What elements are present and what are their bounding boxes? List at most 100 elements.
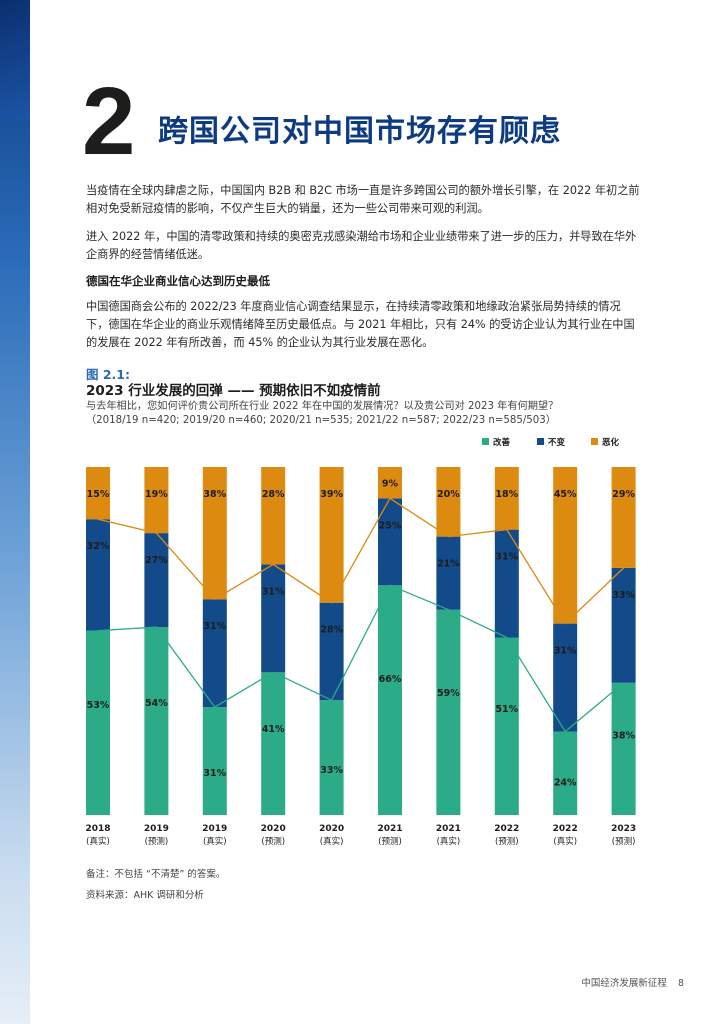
figure-subtitle: 与去年相比，您如何评价贵公司所在行业 2022 年在中国的发展情况？以及贵公司对… xyxy=(86,401,559,412)
tick-year-2: 2019 xyxy=(202,824,227,834)
tick-year-3: 2020 xyxy=(261,824,286,834)
tick-type-7: (预测) xyxy=(495,836,519,847)
tick-type-8: (真实) xyxy=(553,836,577,847)
tick-type-3: (预测) xyxy=(261,836,285,847)
data-label-1-6: 21% xyxy=(437,559,460,570)
data-label-2-3: 28% xyxy=(262,489,285,500)
tick-type-5: (预测) xyxy=(378,836,402,847)
bar-2-4 xyxy=(319,467,344,603)
paragraph-1: 当疫情在全球内肆虐之际，中国国内 B2B 和 B2C 市场一直是许多跨国公司的额… xyxy=(86,184,640,215)
bar-2-3 xyxy=(261,467,286,565)
chart-remark: 备注：不包括 “不清楚” 的答案。 xyxy=(86,869,226,880)
data-label-2-1: 19% xyxy=(145,489,168,500)
legend-label-0: 改善 xyxy=(493,437,511,448)
data-label-2-6: 20% xyxy=(437,489,460,500)
legend-label-2: 恶化 xyxy=(602,437,620,448)
legend-swatch-1 xyxy=(537,438,544,445)
legend-swatch-0 xyxy=(482,438,489,445)
data-label-2-5: 9% xyxy=(382,479,399,490)
data-label-1-3: 31% xyxy=(262,586,285,597)
bar-2-1 xyxy=(144,467,169,534)
bar-1-2 xyxy=(202,599,227,708)
bar-2-6 xyxy=(436,467,461,537)
data-label-1-9: 33% xyxy=(612,590,635,601)
bar-0-0 xyxy=(86,630,110,815)
bar-2-0 xyxy=(86,467,110,520)
legend-swatch-2 xyxy=(591,438,598,445)
side-decoration-top xyxy=(0,0,30,120)
bar-2-8 xyxy=(553,467,578,624)
bar-1-6 xyxy=(436,536,461,610)
page-footer: 中国经济发展新征程 8 xyxy=(581,975,684,989)
data-label-0-7: 51% xyxy=(495,704,518,715)
bar-1-3 xyxy=(261,564,286,673)
tick-type-6: (真实) xyxy=(437,836,461,847)
data-label-1-1: 27% xyxy=(145,555,168,566)
section-subheading: 德国在华企业商业信心达到历史最低 xyxy=(86,274,270,288)
data-label-0-5: 66% xyxy=(379,674,402,685)
data-label-1-4: 28% xyxy=(320,625,343,636)
tick-type-4: (真实) xyxy=(320,836,344,847)
tick-year-7: 2022 xyxy=(494,824,519,834)
data-label-0-6: 59% xyxy=(437,688,460,699)
data-label-2-0: 15% xyxy=(87,489,110,500)
bar-1-4 xyxy=(319,602,344,701)
tick-type-1: (预测) xyxy=(145,836,169,847)
data-label-2-2: 38% xyxy=(203,489,226,500)
data-label-0-3: 41% xyxy=(262,724,285,735)
bar-2-5 xyxy=(378,467,402,499)
bar-1-5 xyxy=(378,498,402,586)
data-label-0-9: 38% xyxy=(612,730,635,741)
bar-0-5 xyxy=(378,585,402,815)
tick-year-6: 2021 xyxy=(436,824,461,834)
bar-1-7 xyxy=(494,529,519,638)
footer-title: 中国经济发展新征程 xyxy=(581,978,667,989)
connector-line-1 xyxy=(97,497,625,625)
tick-type-9: (预测) xyxy=(612,836,636,847)
data-label-2-9: 29% xyxy=(612,489,635,500)
tick-year-0: 2018 xyxy=(85,824,110,834)
data-label-0-4: 33% xyxy=(320,765,343,776)
data-label-1-8: 31% xyxy=(554,646,577,657)
tick-type-2: (真实) xyxy=(203,836,227,847)
bar-0-2 xyxy=(202,707,227,815)
legend-label-1: 不变 xyxy=(548,437,566,448)
chapter-title: 跨国公司对中国市场存有顾虑 xyxy=(158,114,561,149)
tick-year-9: 2023 xyxy=(611,824,636,834)
bar-2-9 xyxy=(611,467,636,568)
connector-line-0 xyxy=(97,584,625,733)
bar-2-7 xyxy=(494,467,519,530)
bar-1-9 xyxy=(611,567,636,683)
bar-0-6 xyxy=(436,609,461,815)
bar-1-8 xyxy=(553,623,578,732)
bar-1-1 xyxy=(144,533,169,628)
bar-0-1 xyxy=(144,627,169,815)
figure-label: 图 2.1: xyxy=(86,367,130,382)
data-label-1-0: 32% xyxy=(87,541,110,552)
figure-sample-sizes: （2018/19 n=420; 2019/20 n=460; 2020/21 n… xyxy=(86,415,556,426)
tick-year-1: 2019 xyxy=(144,824,169,834)
paragraph-3: 中国德国商会公布的 2022/23 年度商业信心调查结果显示，在持续清零政策和地… xyxy=(86,300,635,349)
bar-0-9 xyxy=(611,682,636,815)
bar-0-8 xyxy=(553,731,578,815)
paragraph-2: 进入 2022 年，中国的清零政策和持续的奥密克戎感染潮给市场和企业业绩带来了进… xyxy=(86,230,637,261)
data-label-2-4: 39% xyxy=(320,489,343,500)
tick-year-8: 2022 xyxy=(553,824,578,834)
data-label-0-0: 53% xyxy=(87,700,110,711)
side-decoration-bar xyxy=(0,0,30,1024)
data-label-0-1: 54% xyxy=(145,698,168,709)
bar-0-3 xyxy=(261,672,286,815)
data-label-1-5: 25% xyxy=(379,520,402,531)
data-label-1-7: 31% xyxy=(495,552,518,563)
chapter-number: 2 xyxy=(82,68,136,175)
page-number: 8 xyxy=(677,978,684,989)
data-label-1-2: 31% xyxy=(203,621,226,632)
data-label-2-8: 45% xyxy=(554,489,577,500)
chart-source: 资料来源：AHK 调研和分析 xyxy=(86,890,204,901)
bar-1-0 xyxy=(86,519,110,631)
tick-year-4: 2020 xyxy=(319,824,344,834)
bar-0-4 xyxy=(319,700,344,815)
data-label-0-2: 31% xyxy=(203,768,226,779)
data-label-2-7: 18% xyxy=(495,489,518,500)
